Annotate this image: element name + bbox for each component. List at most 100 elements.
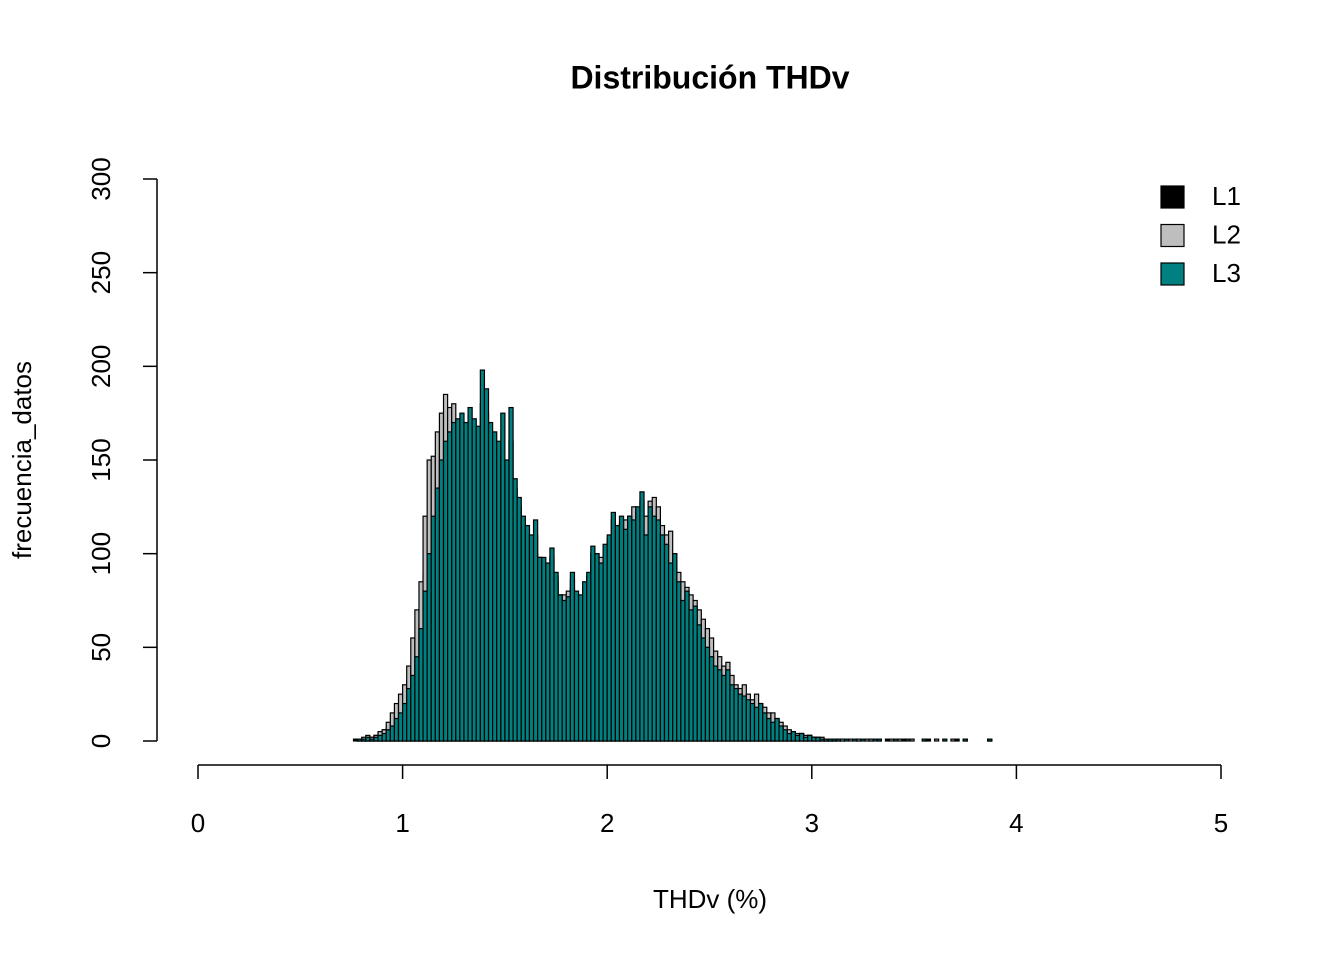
bar: [545, 562, 551, 742]
bar: [549, 547, 555, 742]
bar: [451, 421, 457, 742]
bar: [561, 599, 567, 742]
x-tick-label: 3: [805, 808, 819, 838]
bar: [749, 702, 756, 742]
bar: [753, 706, 760, 742]
bar: [389, 725, 396, 742]
bar: [356, 738, 363, 742]
bar: [909, 738, 915, 742]
bar: [717, 669, 723, 742]
bar: [463, 421, 469, 742]
bar: [766, 717, 772, 742]
bar: [872, 738, 878, 742]
bar: [406, 687, 412, 742]
bar: [672, 553, 678, 742]
bar: [843, 738, 850, 742]
bar: [696, 624, 702, 742]
bar: [377, 734, 383, 742]
bar: [774, 717, 780, 742]
y-tick-label: 200: [86, 345, 116, 388]
legend-label: L1: [1212, 181, 1241, 211]
bar: [864, 738, 870, 742]
legend-swatch: [1160, 185, 1185, 209]
bar: [430, 515, 436, 742]
bar: [643, 534, 649, 742]
bar: [569, 571, 576, 742]
bar: [762, 712, 768, 742]
bar: [676, 581, 682, 742]
bar: [622, 528, 629, 742]
bar: [602, 543, 608, 742]
bar: [778, 725, 784, 742]
bar: [553, 571, 559, 742]
bar: [942, 738, 948, 742]
bar: [950, 738, 956, 742]
bar: [520, 515, 526, 742]
bar: [860, 738, 866, 742]
bar: [655, 519, 661, 742]
x-tick-label: 1: [395, 808, 409, 838]
bar: [954, 738, 960, 742]
bar: [590, 545, 596, 742]
bar: [803, 736, 809, 742]
y-tick-label: 300: [86, 157, 116, 200]
bar: [512, 478, 518, 742]
bar: [688, 609, 694, 742]
bar: [504, 459, 510, 742]
bar: [651, 515, 657, 742]
y-tick-label: 50: [86, 633, 116, 662]
bar: [385, 729, 391, 742]
bar: [631, 519, 637, 742]
bar: [528, 534, 535, 742]
bar: [905, 738, 911, 742]
x-tick-label: 0: [191, 808, 205, 838]
bar: [848, 738, 854, 742]
legend-swatch: [1160, 223, 1185, 248]
bar: [635, 506, 641, 742]
bar: [721, 674, 727, 742]
bar: [434, 487, 441, 742]
bar: [901, 738, 907, 742]
bar: [369, 738, 375, 742]
bar: [811, 736, 817, 742]
bar: [667, 562, 674, 742]
bar: [835, 738, 842, 742]
bar: [606, 534, 612, 742]
bar: [471, 418, 477, 742]
bar: [823, 738, 829, 742]
bar: [487, 421, 494, 742]
bar: [639, 491, 645, 742]
bar: [794, 734, 801, 742]
bar: [839, 738, 846, 742]
bar: [782, 729, 788, 742]
x-axis-label: THDv (%): [653, 884, 767, 914]
bar: [573, 590, 580, 742]
bar: [524, 524, 531, 742]
y-axis-label: frecuencia_datos: [7, 361, 37, 559]
bar: [426, 553, 432, 742]
bar: [745, 699, 752, 742]
bar: [758, 702, 764, 742]
bar: [704, 646, 711, 742]
bar: [647, 506, 653, 742]
bar: [962, 738, 968, 742]
bar: [987, 738, 993, 742]
bar: [770, 721, 776, 742]
bar: [475, 425, 481, 742]
y-tick-label: 150: [86, 438, 116, 481]
bar: [852, 738, 858, 742]
bar: [402, 702, 408, 742]
bar: [888, 738, 895, 742]
bar: [492, 431, 498, 742]
bar: [741, 695, 747, 742]
bar: [361, 738, 367, 742]
bar: [729, 684, 735, 742]
bar: [831, 738, 837, 742]
bar: [786, 732, 792, 742]
legend-swatch: [1160, 262, 1185, 286]
bar: [516, 496, 522, 742]
bar: [582, 581, 588, 742]
bar: [798, 732, 805, 742]
bar: [868, 738, 874, 742]
bar: [532, 519, 539, 742]
